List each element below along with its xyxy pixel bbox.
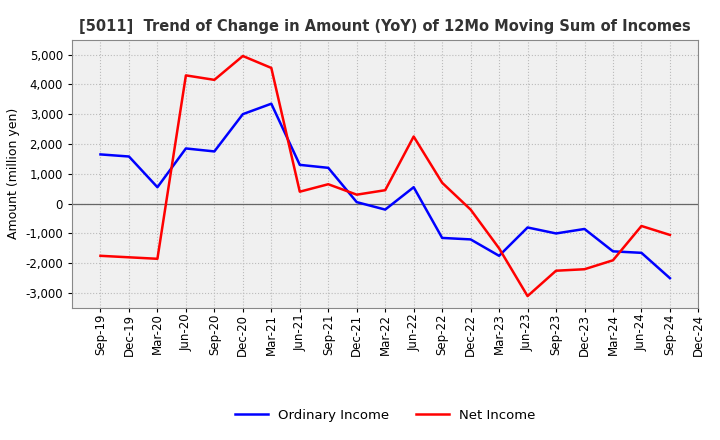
Net Income [467, 207, 475, 212]
Ordinary Income [153, 185, 162, 190]
Ordinary Income [324, 165, 333, 170]
Net Income [210, 77, 219, 83]
Ordinary Income [295, 162, 304, 168]
Net Income [96, 253, 105, 258]
Line: Net Income: Net Income [101, 56, 670, 296]
Net Income [381, 187, 390, 193]
Ordinary Income [125, 154, 133, 159]
Net Income [181, 73, 190, 78]
Net Income [608, 258, 617, 263]
Ordinary Income [381, 207, 390, 212]
Net Income [352, 192, 361, 197]
Ordinary Income [238, 111, 247, 117]
Ordinary Income [267, 101, 276, 106]
Net Income [580, 267, 589, 272]
Ordinary Income [580, 226, 589, 231]
Ordinary Income [352, 199, 361, 205]
Net Income [295, 189, 304, 194]
Net Income [495, 246, 503, 251]
Legend: Ordinary Income, Net Income: Ordinary Income, Net Income [235, 409, 536, 422]
Ordinary Income [608, 249, 617, 254]
Net Income [410, 134, 418, 139]
Ordinary Income [410, 185, 418, 190]
Ordinary Income [96, 152, 105, 157]
Net Income [153, 256, 162, 261]
Net Income [438, 180, 446, 185]
Ordinary Income [665, 275, 674, 281]
Net Income [267, 65, 276, 70]
Ordinary Income [552, 231, 560, 236]
Ordinary Income [495, 253, 503, 258]
Ordinary Income [637, 250, 646, 256]
Net Income [637, 224, 646, 229]
Ordinary Income [438, 235, 446, 241]
Ordinary Income [467, 237, 475, 242]
Ordinary Income [181, 146, 190, 151]
Y-axis label: Amount (million yen): Amount (million yen) [6, 108, 19, 239]
Net Income [125, 255, 133, 260]
Ordinary Income [523, 225, 532, 230]
Title: [5011]  Trend of Change in Amount (YoY) of 12Mo Moving Sum of Incomes: [5011] Trend of Change in Amount (YoY) o… [79, 19, 691, 34]
Line: Ordinary Income: Ordinary Income [101, 104, 670, 278]
Net Income [324, 182, 333, 187]
Net Income [665, 232, 674, 238]
Net Income [552, 268, 560, 273]
Net Income [523, 293, 532, 299]
Ordinary Income [210, 149, 219, 154]
Net Income [238, 53, 247, 59]
